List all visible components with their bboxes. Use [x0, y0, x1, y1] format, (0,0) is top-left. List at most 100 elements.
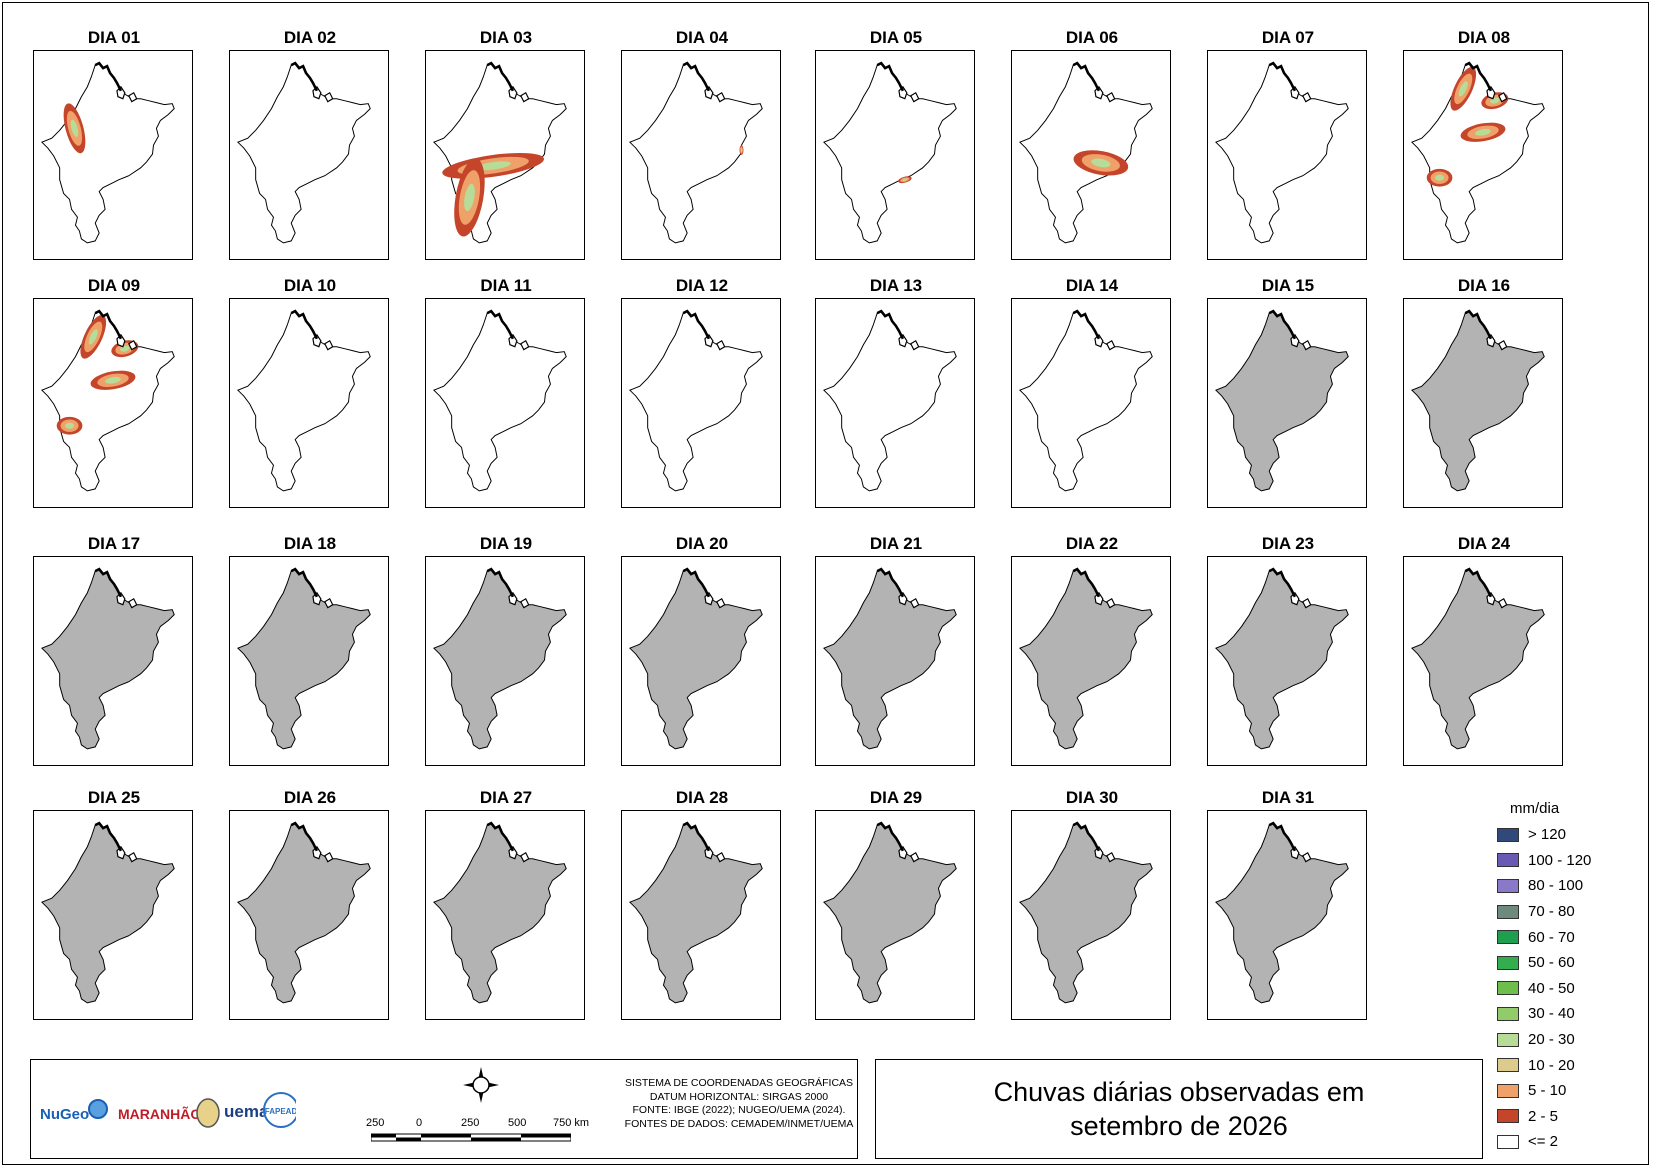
state-map: [823, 821, 957, 1004]
state-outline: [1019, 822, 1153, 1004]
state-map: [823, 61, 957, 244]
legend-swatch: [1497, 1058, 1519, 1073]
legend-label: 30 - 40: [1528, 1005, 1575, 1023]
coastline: [876, 61, 905, 92]
day-map-panel: [33, 50, 193, 260]
coastline: [876, 309, 905, 340]
day-map: DIA 09: [33, 276, 195, 508]
legend-label: 80 - 100: [1528, 877, 1584, 895]
state-seal: [196, 1098, 220, 1128]
day-title: DIA 03: [479, 28, 533, 47]
state-map: [1215, 61, 1349, 244]
day-map-panel: [1207, 556, 1367, 766]
day-title: DIA 19: [479, 534, 533, 553]
state-map: [823, 567, 957, 750]
day-map-panel: [815, 50, 975, 260]
legend-swatch: [1497, 1006, 1519, 1021]
legend-label: > 120: [1528, 826, 1566, 844]
coastline: [1268, 821, 1297, 852]
day-map: DIA 24: [1403, 534, 1565, 766]
credits-block: SISTEMA DE COORDENADAS GEOGRÁFICAS DATUM…: [608, 1077, 870, 1131]
day-map: DIA 29: [815, 788, 977, 1020]
nugeo-logo: NuGeo: [40, 1099, 108, 1123]
day-title: DIA 06: [1065, 28, 1119, 47]
state-map: [1019, 821, 1153, 1004]
state-outline: [1019, 568, 1153, 750]
day-map-panel: [33, 810, 193, 1020]
day-title: DIA 24: [1457, 534, 1511, 553]
day-map: DIA 10: [229, 276, 391, 508]
state-outline: [237, 568, 371, 750]
day-title: DIA 26: [283, 788, 337, 807]
state-outline: [433, 568, 567, 750]
coastline: [1268, 309, 1297, 340]
day-title: DIA 12: [675, 276, 729, 295]
state-outline: [823, 822, 957, 1004]
rainfall-area: [65, 422, 75, 429]
day-title: DIA 18: [283, 534, 337, 553]
state-outline: [237, 310, 371, 492]
day-map: DIA 18: [229, 534, 391, 766]
day-title: DIA 07: [1261, 28, 1315, 47]
coastline: [486, 61, 515, 92]
scale-label: 250: [461, 1117, 480, 1129]
day-map: DIA 28: [621, 788, 783, 1020]
state-map: [41, 567, 175, 750]
day-title: DIA 27: [479, 788, 533, 807]
state-outline: [823, 62, 957, 244]
legend-swatch: [1497, 904, 1519, 919]
credit-line: DATUM HORIZONTAL: SIRGAS 2000: [649, 1090, 829, 1103]
state-outline: [237, 822, 371, 1004]
state-map: [41, 821, 175, 1004]
coastline: [94, 821, 123, 852]
coastline: [1072, 61, 1101, 92]
state-outline: [1411, 310, 1545, 492]
legend-item: 40 - 50: [1497, 976, 1637, 1002]
rainfall-area: [740, 148, 743, 152]
day-map-panel: [229, 556, 389, 766]
day-map-panel: [1403, 556, 1563, 766]
coastline: [1268, 567, 1297, 598]
state-map: [1411, 309, 1545, 492]
scale-label: 0: [416, 1117, 423, 1129]
legend-item: 2 - 5: [1497, 1104, 1637, 1130]
day-title: DIA 21: [869, 534, 923, 553]
rainfall-area: [70, 119, 79, 138]
day-map-panel: [621, 50, 781, 260]
state-map: [1019, 309, 1153, 492]
legend-swatch: [1497, 1083, 1519, 1098]
state-outline: [41, 310, 175, 492]
map-title-box: Chuvas diárias observadas em setembro de…: [875, 1059, 1483, 1159]
day-map-panel: [1011, 810, 1171, 1020]
legend-label: 5 - 10: [1528, 1082, 1567, 1100]
day-map: DIA 01: [33, 28, 195, 260]
state-map: [1215, 567, 1349, 750]
state-outline: [433, 310, 567, 492]
rainfall-area: [1091, 158, 1111, 168]
scale-label: 500: [508, 1117, 527, 1129]
legend-label: 60 - 70: [1528, 928, 1575, 946]
logos-and-credits-box: NuGeo MARANHÃO uema FAPEAD 250 0 250 500…: [30, 1059, 858, 1159]
coastline: [290, 567, 319, 598]
coastline: [290, 821, 319, 852]
legend-label: <= 2: [1528, 1133, 1559, 1151]
state-outline: [237, 62, 371, 244]
coastline: [876, 567, 905, 598]
legend-label: 100 - 120: [1528, 851, 1592, 869]
coastline: [682, 309, 711, 340]
logos-strip: NuGeo MARANHÃO uema FAPEAD: [40, 1092, 296, 1128]
coastline: [1464, 61, 1493, 92]
rainfall-area: [902, 178, 908, 181]
day-map: DIA 12: [621, 276, 783, 508]
day-map: DIA 17: [33, 534, 195, 766]
day-title: DIA 10: [283, 276, 337, 295]
state-map: [41, 61, 175, 244]
coastline: [290, 61, 319, 92]
state-map: [433, 821, 567, 1004]
legend-item: 50 - 60: [1497, 950, 1637, 976]
rainfall-area: [464, 183, 475, 212]
day-map: DIA 26: [229, 788, 391, 1020]
state-outline: [629, 822, 763, 1004]
legend-swatch: [1497, 981, 1519, 996]
day-map-panel: [1011, 556, 1171, 766]
